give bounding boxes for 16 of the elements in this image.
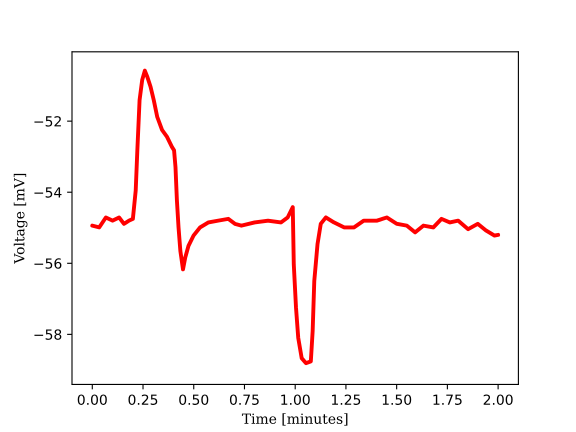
x-tick-label: 0.00	[78, 394, 107, 405]
y-tick-label: −58	[34, 329, 62, 340]
y-tick-label: −52	[34, 116, 61, 127]
y-tick-label: −56	[34, 258, 62, 269]
y-axis-title: Voltage [mV]	[14, 174, 28, 264]
x-axis-title: Time [minutes]	[242, 413, 348, 426]
x-tick-label: 2.00	[484, 394, 513, 405]
x-tick-label: 0.25	[128, 394, 158, 405]
x-tick-label: 1.00	[281, 394, 310, 405]
line-series	[90, 68, 500, 366]
x-tick-label: 0.50	[179, 394, 208, 405]
y-tick-label: −54	[34, 187, 62, 198]
x-tick-label: 1.25	[332, 394, 360, 405]
x-tick-label: 0.75	[230, 394, 259, 405]
x-tick-label: 1.75	[433, 394, 462, 405]
x-tick-label: 1.50	[382, 394, 412, 405]
